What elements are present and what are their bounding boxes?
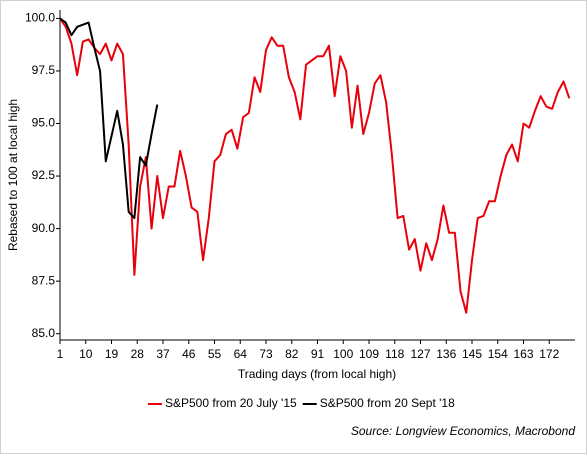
source-note: Source: Longview Economics, Macrobond	[351, 424, 575, 438]
x-axis-label: Trading days (from local high)	[238, 367, 396, 381]
y-tick-label: 100.0	[25, 11, 55, 25]
legend-label: S&P500 from 20 Sept '18	[320, 396, 455, 410]
x-tick-label: 64	[234, 347, 248, 361]
x-tick-label: 55	[208, 347, 222, 361]
x-tick-label: 73	[259, 347, 273, 361]
x-tick-label: 145	[462, 347, 482, 361]
x-tick-label: 37	[156, 347, 170, 361]
x-tick-label: 127	[410, 347, 430, 361]
y-axis-label: Rebased to 100 at local high	[6, 99, 20, 251]
x-tick-label: 19	[105, 347, 119, 361]
x-tick-label: 46	[182, 347, 196, 361]
y-tick-label: 92.5	[32, 168, 56, 182]
y-tick-label: 90.0	[32, 221, 56, 235]
x-tick-label: 163	[513, 347, 533, 361]
legend-label: S&P500 from 20 July '15	[165, 396, 297, 410]
y-tick-label: 95.0	[32, 116, 56, 130]
x-tick-label: 172	[539, 347, 559, 361]
y-tick-label: 97.5	[32, 63, 56, 77]
x-tick-label: 10	[79, 347, 93, 361]
x-tick-label: 82	[285, 347, 299, 361]
x-tick-label: 91	[311, 347, 325, 361]
data-line	[59, 17, 571, 314]
x-tick-label: 118	[385, 347, 404, 361]
x-tick-label: 28	[131, 347, 145, 361]
y-tick-label: 87.5	[32, 273, 56, 287]
x-tick-label: 1	[57, 347, 64, 361]
x-tick-label: 109	[359, 347, 379, 361]
x-tick-label: 100	[333, 347, 353, 361]
data-line	[59, 17, 159, 220]
x-tick-label: 154	[488, 347, 508, 361]
x-tick-label: 136	[436, 347, 456, 361]
y-tick-label: 85.0	[32, 326, 56, 340]
